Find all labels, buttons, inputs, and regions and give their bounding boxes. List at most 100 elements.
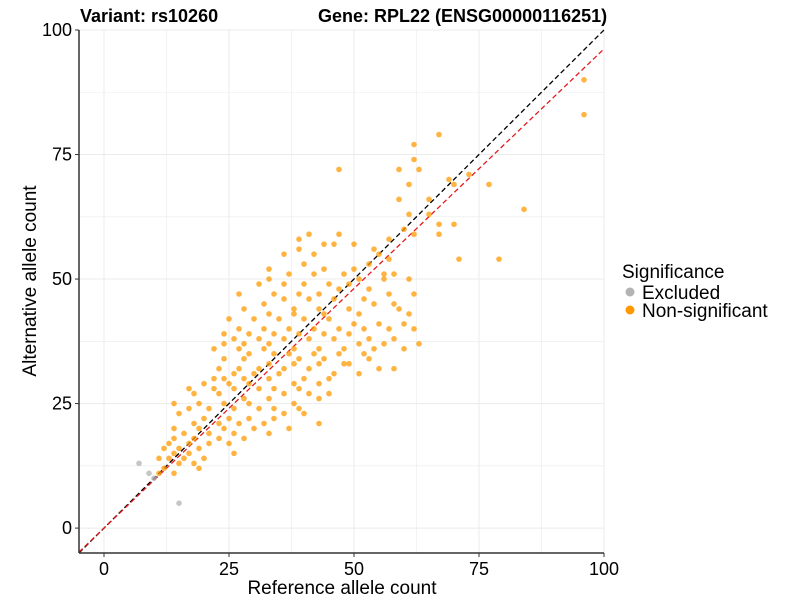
point-non-significant [281,390,287,397]
point-non-significant [156,470,162,477]
point-non-significant [361,350,367,357]
point-non-significant [346,281,352,287]
y-tick-label: 75 [52,145,72,165]
point-non-significant [241,435,247,442]
variant-title: Variant: rs10260 [80,6,218,26]
point-non-significant [266,341,272,347]
point-non-significant [246,350,252,357]
point-non-significant [321,241,327,247]
y-axis-title: Alternative allele count [20,185,41,377]
point-non-significant [336,350,342,357]
point-non-significant [351,266,357,272]
point-non-significant [291,360,297,367]
point-non-significant [171,435,177,442]
point-non-significant [191,390,197,397]
point-non-significant [296,355,302,362]
point-non-significant [316,345,322,352]
point-non-significant [241,355,247,362]
point-non-significant [266,430,272,437]
point-non-significant [251,370,257,377]
point-non-significant [336,231,342,238]
point-non-significant [221,400,227,407]
point-non-significant [166,455,172,462]
point-non-significant [196,400,202,407]
point-non-significant [301,261,307,267]
point-non-significant [286,350,292,357]
point-non-significant [336,286,342,292]
point-non-significant [231,385,237,392]
point-excluded [151,475,157,482]
tick-labels: 0 25 50 75 100 0 25 50 75 100 [42,20,619,579]
point-non-significant [296,291,302,297]
point-non-significant [226,415,232,422]
point-non-significant [296,385,302,392]
point-non-significant [321,355,327,362]
point-non-significant [446,176,452,183]
point-non-significant [176,410,182,417]
point-non-significant [281,251,287,257]
point-non-significant [251,425,257,432]
point-non-significant [306,296,312,302]
legend-title: Significance [622,262,724,283]
point-non-significant [371,345,377,352]
point-non-significant [161,465,167,472]
point-non-significant [191,435,197,442]
point-non-significant [366,286,372,292]
x-tick-label: 0 [99,559,109,579]
point-non-significant [376,365,382,372]
point-non-significant [376,251,382,257]
point-non-significant [366,355,372,362]
point-non-significant [256,405,262,412]
point-non-significant [301,281,307,287]
point-non-significant [206,440,212,447]
point-non-significant [366,261,372,267]
point-non-significant [291,345,297,352]
point-non-significant [291,311,297,317]
legend-label-excluded: Excluded [642,283,720,304]
point-non-significant [276,370,282,377]
point-non-significant [371,301,377,307]
point-non-significant [236,291,242,297]
point-non-significant [276,316,282,322]
point-non-significant [521,206,527,213]
y-tick-label: 0 [62,518,72,538]
point-non-significant [226,440,232,447]
point-non-significant [271,291,277,297]
point-non-significant [246,331,252,337]
point-non-significant [356,311,362,317]
point-non-significant [176,445,182,452]
point-non-significant [266,375,272,382]
point-non-significant [281,410,287,417]
point-non-significant [236,420,242,427]
point-non-significant [236,326,242,332]
point-non-significant [346,360,352,367]
point-non-significant [191,420,197,427]
point-non-significant [361,296,367,302]
point-non-significant [261,301,267,307]
point-non-significant [416,166,422,173]
point-non-significant [316,360,322,367]
point-non-significant [266,311,272,317]
point-non-significant [381,271,387,277]
point-non-significant [291,400,297,407]
point-non-significant [436,231,442,238]
point-non-significant [156,455,162,462]
point-non-significant [311,271,317,277]
point-non-significant [271,415,277,422]
point-non-significant [316,380,322,387]
point-non-significant [206,430,212,437]
point-non-significant [286,271,292,277]
point-non-significant [301,375,307,382]
point-non-significant [281,365,287,372]
point-non-significant [181,430,187,437]
point-non-significant [206,405,212,412]
point-non-significant [321,311,327,317]
point-non-significant [296,405,302,412]
point-non-significant [426,196,432,203]
point-non-significant [391,271,397,277]
point-non-significant [281,281,287,287]
y-tick-label: 25 [52,394,72,414]
point-non-significant [376,321,382,327]
point-non-significant [296,236,302,242]
point-non-significant [371,246,377,252]
